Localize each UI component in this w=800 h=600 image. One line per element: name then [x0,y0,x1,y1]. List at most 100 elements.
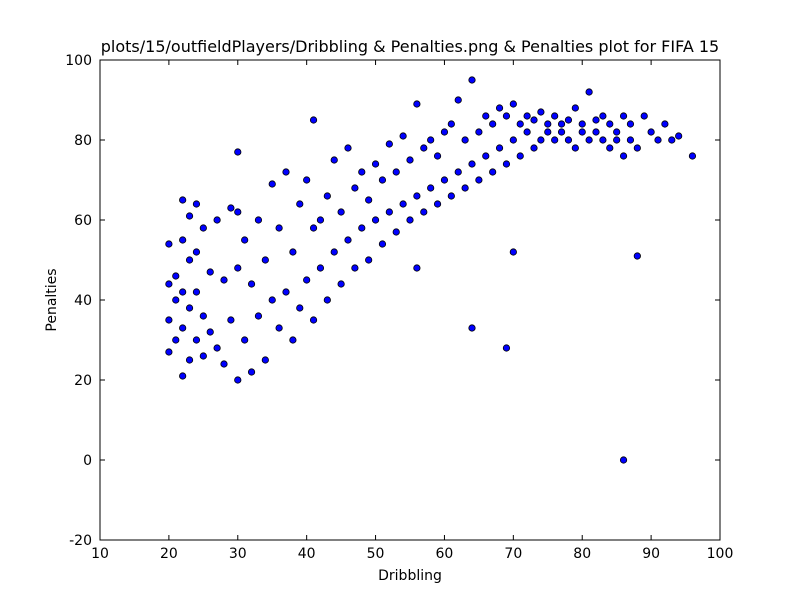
data-point [235,149,241,155]
data-point [276,225,282,231]
data-point [338,209,344,215]
data-point [193,289,199,295]
data-point [476,129,482,135]
data-point [558,129,564,135]
data-point [620,153,626,159]
data-point [179,325,185,331]
data-point [414,265,420,271]
data-point [620,457,626,463]
data-point [503,161,509,167]
data-point [248,369,254,375]
data-point [510,101,516,107]
data-point [228,317,234,323]
data-point [579,129,585,135]
data-point [248,281,254,287]
data-point [662,121,668,127]
data-point [613,129,619,135]
data-point [359,225,365,231]
x-tick-label: 60 [436,546,454,562]
x-tick-label: 50 [367,546,385,562]
data-point [634,145,640,151]
data-point [675,133,681,139]
x-axis-label: Dribbling [378,568,442,584]
data-point [689,153,695,159]
data-points [166,77,696,463]
data-point [441,129,447,135]
data-point [310,317,316,323]
data-point [510,249,516,255]
data-point [407,217,413,223]
data-point [565,117,571,123]
data-point [386,209,392,215]
data-point [572,105,578,111]
data-point [607,121,613,127]
data-point [414,101,420,107]
x-axis-ticks: 10 20 30 40 50 60 70 80 90 100 [91,60,733,562]
data-point [620,113,626,119]
data-point [372,161,378,167]
data-point [386,141,392,147]
data-point [345,237,351,243]
data-point [655,137,661,143]
data-point [551,137,557,143]
data-point [179,197,185,203]
data-point [193,201,199,207]
data-point [579,121,585,127]
data-point [483,113,489,119]
data-point [593,117,599,123]
data-point [372,217,378,223]
x-tick-label: 40 [298,546,316,562]
data-point [331,157,337,163]
data-point [379,241,385,247]
data-point [276,325,282,331]
data-point [186,305,192,311]
data-point [235,377,241,383]
data-point [434,153,440,159]
data-point [469,325,475,331]
data-point [317,217,323,223]
data-point [600,113,606,119]
data-point [262,357,268,363]
y-tick-label: 80 [74,133,92,149]
data-point [200,353,206,359]
data-point [379,177,385,183]
data-point [214,345,220,351]
data-point [469,77,475,83]
x-tick-label: 20 [160,546,178,562]
data-point [496,105,502,111]
data-point [221,361,227,367]
data-point [338,281,344,287]
y-tick-label: 100 [65,53,92,69]
data-point [283,169,289,175]
data-point [489,169,495,175]
data-point [414,193,420,199]
data-point [297,305,303,311]
data-point [173,297,179,303]
data-point [565,137,571,143]
data-point [531,117,537,123]
data-point [489,121,495,127]
data-point [538,109,544,115]
data-point [627,137,633,143]
data-point [345,145,351,151]
data-point [400,201,406,207]
data-point [290,337,296,343]
data-point [214,217,220,223]
data-point [235,209,241,215]
data-point [551,113,557,119]
data-point [221,277,227,283]
data-point [517,121,523,127]
data-point [572,145,578,151]
data-point [393,169,399,175]
data-point [365,257,371,263]
data-point [462,185,468,191]
x-tick-label: 80 [573,546,591,562]
data-point [455,169,461,175]
y-tick-label: -20 [69,533,92,549]
data-point [166,349,172,355]
data-point [600,137,606,143]
data-point [173,337,179,343]
data-point [448,121,454,127]
data-point [469,161,475,167]
